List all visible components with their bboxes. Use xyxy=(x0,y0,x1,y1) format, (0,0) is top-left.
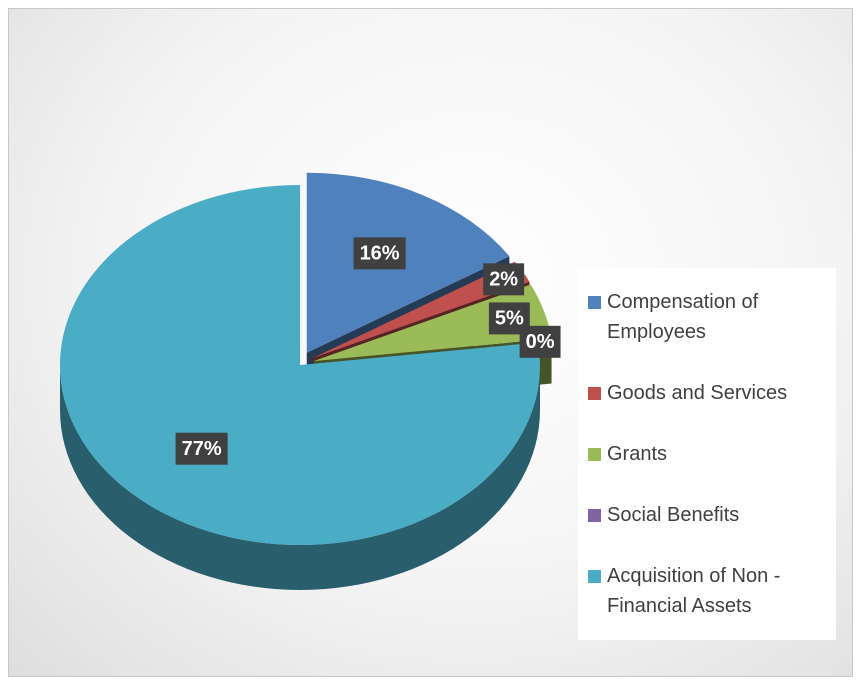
legend-swatch xyxy=(588,447,601,461)
data-label-box xyxy=(353,237,406,270)
data-label: 16% xyxy=(353,237,406,270)
legend-item: Acquisition of Non - Financial Assets xyxy=(588,561,826,621)
data-label-text: 2% xyxy=(489,269,518,291)
data-label-text: 77% xyxy=(182,438,222,460)
legend-swatch xyxy=(588,296,601,310)
legend-swatch xyxy=(588,569,601,583)
slice xyxy=(312,261,530,359)
legend-label: Grants xyxy=(607,442,668,465)
data-label-text: 16% xyxy=(360,243,400,265)
data-label-box xyxy=(175,432,228,465)
legend-label: Social Benefits xyxy=(607,503,740,526)
legend-swatch xyxy=(588,387,601,401)
legend: Compensation of Employees Goods and Servi… xyxy=(578,268,836,640)
data-label: 0% xyxy=(519,325,561,358)
legend-label: Goods and Services xyxy=(607,382,788,405)
legend-label: Acquisition of Non - Financial Assets xyxy=(607,564,781,617)
legend-item: Social Benefits xyxy=(588,500,826,530)
legend-item: Compensation of Employees xyxy=(588,287,826,347)
data-label-box xyxy=(483,263,525,296)
legend-item: Grants xyxy=(588,439,826,469)
data-label-box xyxy=(519,325,561,358)
data-label: 2% xyxy=(483,263,525,296)
data-label-text: 0% xyxy=(526,331,555,353)
legend-swatch xyxy=(588,508,601,522)
data-label: 77% xyxy=(175,432,228,465)
legend-item: Goods and Services xyxy=(588,378,826,408)
slice xyxy=(306,172,510,353)
slice-side xyxy=(60,365,540,590)
legend-label: Compensation of Employees xyxy=(607,291,759,344)
data-label-text: 5% xyxy=(495,308,524,330)
